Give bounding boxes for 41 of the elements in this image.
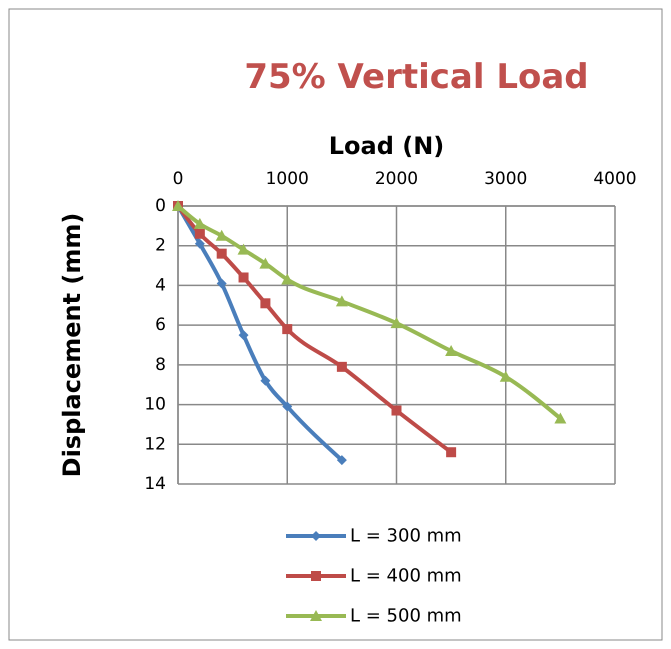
y-tick-label: 14 xyxy=(144,474,166,494)
x-tick-label: 2000 xyxy=(374,169,418,189)
point xyxy=(336,295,348,306)
y-axis-title: Displacement (mm) xyxy=(58,212,86,478)
point xyxy=(238,272,249,282)
y-tick-label: 2 xyxy=(155,236,166,256)
y-tick-label: 12 xyxy=(144,434,166,454)
y-tick-label: 8 xyxy=(155,354,166,375)
point xyxy=(392,406,402,416)
point xyxy=(216,230,228,241)
point xyxy=(336,362,347,372)
point xyxy=(238,244,250,255)
y-tick-label: 6 xyxy=(155,315,166,336)
x-tick-label: 1000 xyxy=(266,169,309,189)
x-tick-label: 0 xyxy=(172,169,184,189)
point xyxy=(282,402,292,412)
point xyxy=(390,317,402,328)
chart-title: 75% Vertical Load xyxy=(244,57,589,97)
x-tick-label: 4000 xyxy=(593,169,637,189)
point xyxy=(336,455,347,466)
point xyxy=(554,412,566,424)
point xyxy=(194,218,206,229)
point xyxy=(282,324,292,334)
point xyxy=(446,447,456,458)
legend-label: L = 400 mm xyxy=(350,566,462,586)
x-tick-label: 3000 xyxy=(484,169,528,189)
point xyxy=(260,376,270,386)
point xyxy=(445,344,458,356)
point xyxy=(194,228,205,239)
point xyxy=(216,248,227,259)
x-axis-title: Load (N) xyxy=(328,132,444,160)
point xyxy=(281,273,294,284)
legend-label: L = 300 mm xyxy=(350,526,462,546)
point xyxy=(216,278,227,288)
y-tick-label: 0 xyxy=(155,196,166,216)
y-tick-label: 4 xyxy=(155,275,166,296)
point xyxy=(238,330,249,340)
point xyxy=(194,238,205,249)
point xyxy=(260,298,270,308)
legend-label: L = 500 mm xyxy=(350,606,462,626)
y-tick-label: 10 xyxy=(144,394,166,415)
